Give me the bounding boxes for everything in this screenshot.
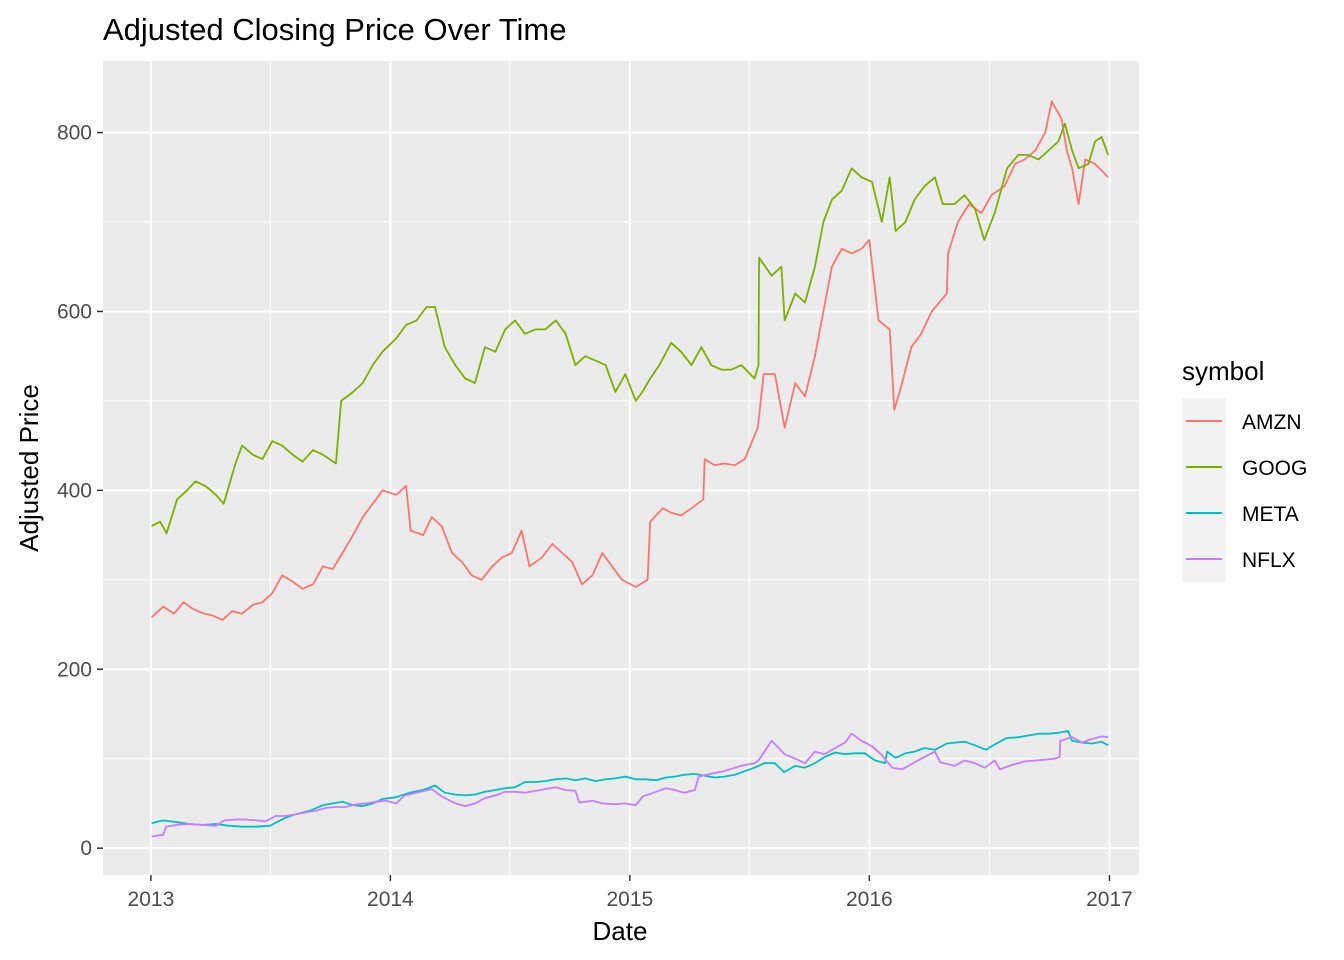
series-line-goog (151, 122, 1110, 535)
grid (103, 61, 1139, 875)
y-tick-label: 200 (57, 658, 92, 681)
y-tick-label: 0 (80, 837, 92, 860)
x-tick-label: 2015 (606, 888, 653, 911)
series-line-meta (151, 730, 1109, 828)
legend: symbol AMZN GOOG META NFLX (1182, 356, 1307, 582)
legend-key-background (1182, 398, 1226, 582)
x-tick-label: 2017 (1086, 888, 1133, 911)
legend-label-amzn: AMZN (1242, 411, 1302, 434)
y-tick-label: 400 (57, 479, 92, 502)
series-line-amzn (150, 100, 1109, 621)
plot-panel (103, 61, 1139, 875)
legend-title: symbol (1182, 356, 1264, 386)
y-axis: 0 200 400 600 800 (57, 122, 103, 860)
chart-title: Adjusted Closing Price Over Time (103, 12, 566, 47)
x-axis: 2013 2014 2015 2016 2017 (128, 875, 1133, 911)
legend-label-meta: META (1242, 503, 1299, 526)
y-tick-label: 800 (57, 122, 92, 145)
x-tick-label: 2013 (128, 888, 175, 911)
x-axis-title: Date (593, 916, 648, 946)
series-lines (150, 100, 1110, 838)
legend-label-goog: GOOG (1242, 457, 1307, 480)
x-tick-label: 2016 (846, 888, 893, 911)
legend-label-nflx: NFLX (1242, 549, 1296, 572)
y-tick-label: 600 (57, 300, 92, 323)
y-axis-title: Adjusted Price (14, 384, 44, 552)
series-line-nflx (151, 732, 1109, 838)
x-tick-label: 2014 (367, 888, 414, 911)
